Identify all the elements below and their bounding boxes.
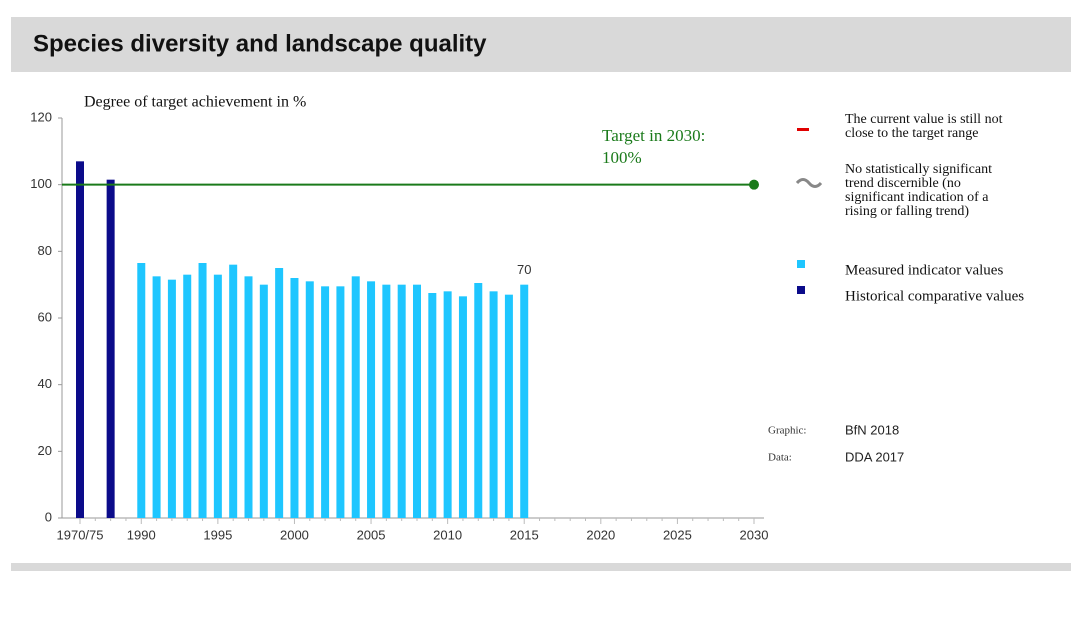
assessment-text: No statistically significant — [845, 162, 992, 177]
bar — [458, 296, 467, 518]
credit-label: Graphic: — [768, 425, 806, 437]
bar — [382, 284, 391, 518]
bar — [290, 278, 299, 518]
legend-label: Historical comparative values — [845, 288, 1024, 304]
target-annotation: Target in 2030: — [602, 126, 705, 145]
credit-value: DDA 2017 — [845, 449, 904, 464]
assessment-text: significant indication of a — [845, 190, 989, 205]
bar — [504, 294, 513, 518]
bar — [244, 276, 253, 518]
bar — [167, 279, 176, 518]
x-tick-label: 1970/75 — [57, 527, 104, 542]
trend-icon — [795, 178, 823, 188]
x-tick-label: 2020 — [586, 527, 615, 542]
bar — [367, 281, 376, 518]
bar — [520, 284, 529, 518]
bar — [259, 284, 268, 518]
bar — [397, 284, 406, 518]
credit-value: BfN 2018 — [845, 422, 899, 437]
x-tick-label: 2030 — [740, 527, 769, 542]
x-tick-label: 2010 — [433, 527, 462, 542]
assessment-text: rising or falling trend) — [845, 204, 969, 219]
y-tick-label: 120 — [30, 109, 52, 124]
bar — [198, 263, 207, 518]
bar — [305, 281, 314, 518]
bar — [336, 286, 345, 518]
bar — [106, 179, 115, 518]
y-tick-label: 20 — [38, 443, 52, 458]
x-tick-label: 2000 — [280, 527, 309, 542]
bar — [428, 293, 437, 518]
bar — [213, 274, 222, 518]
x-tick-label: 2015 — [510, 527, 539, 542]
x-tick-label: 2025 — [663, 527, 692, 542]
chart-title: Species diversity and landscape quality — [33, 30, 487, 57]
header-bar — [11, 17, 1071, 72]
bar — [413, 284, 421, 518]
target-annotation: 100% — [602, 148, 642, 167]
bar — [351, 276, 360, 518]
x-tick-label: 1995 — [203, 527, 232, 542]
bar — [474, 283, 483, 518]
assessment-icon — [797, 128, 809, 131]
assessment-text: The current value is still not — [845, 112, 1003, 127]
legend-label: Measured indicator values — [845, 262, 1003, 278]
bar — [229, 264, 238, 518]
bar — [275, 268, 284, 518]
credit-label: Data: — [768, 452, 792, 464]
y-tick-label: 80 — [38, 243, 52, 258]
data-label: 70 — [517, 262, 531, 277]
assessment-text: trend discernible (no — [845, 176, 961, 191]
bar — [76, 161, 84, 519]
bar — [137, 263, 146, 518]
bar — [443, 291, 452, 518]
bar — [183, 274, 192, 518]
x-tick-label: 2005 — [357, 527, 386, 542]
y-tick-label: 60 — [38, 309, 52, 324]
legend-swatch — [797, 260, 805, 268]
footer-bar — [11, 563, 1071, 571]
target-dot — [749, 179, 759, 190]
x-tick-label: 1990 — [127, 527, 156, 542]
y-tick-label: 40 — [38, 376, 52, 391]
bar — [321, 286, 330, 518]
y-tick-label: 100 — [30, 176, 52, 191]
legend-swatch — [797, 286, 805, 294]
assessment-text: close to the target range — [845, 126, 978, 141]
bar — [152, 276, 161, 518]
bar — [489, 291, 498, 518]
y-tick-label: 0 — [45, 509, 52, 524]
y-axis-label: Degree of target achievement in % — [84, 94, 306, 111]
